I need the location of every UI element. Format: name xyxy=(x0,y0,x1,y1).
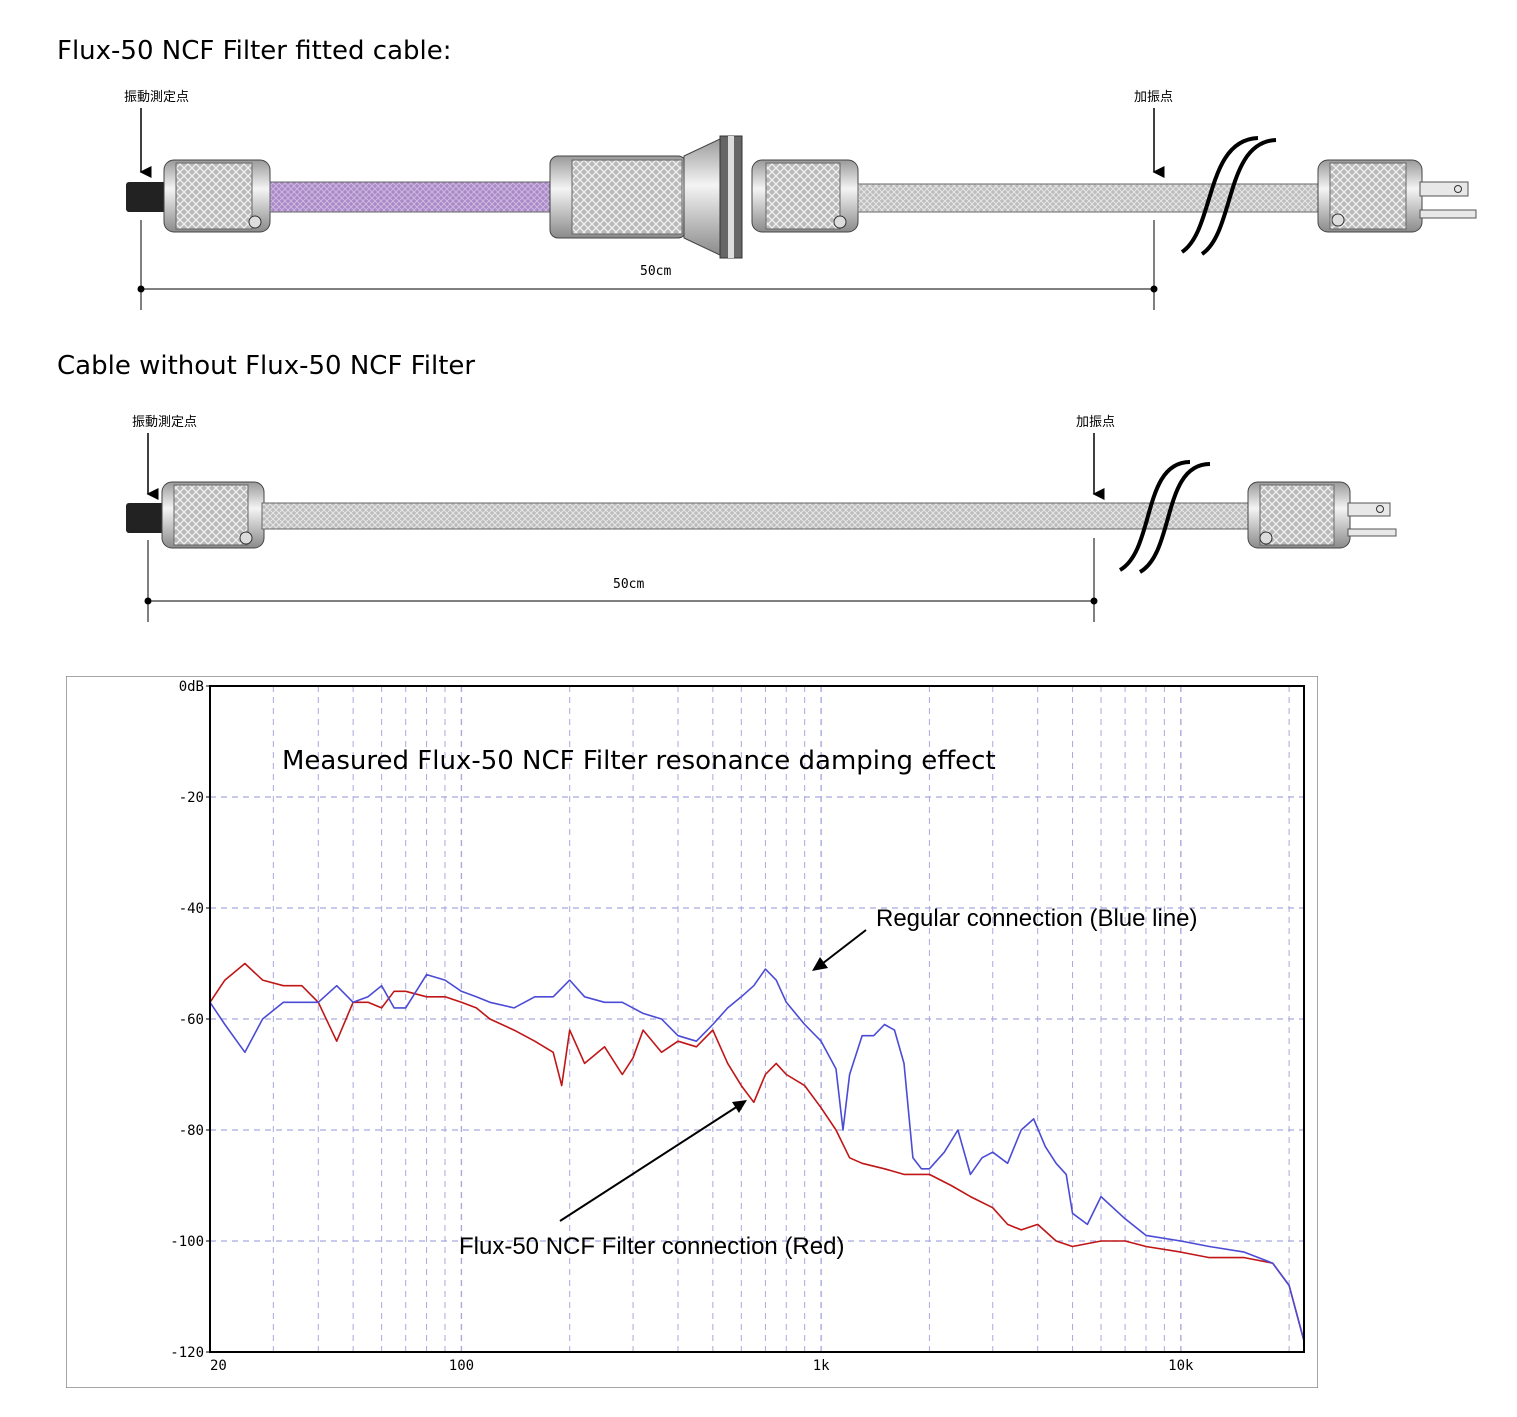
blue-annotation-arrowhead xyxy=(812,957,828,971)
diagram1-length-label: 50cm xyxy=(640,264,672,279)
y-tick-label: -60 xyxy=(179,1012,204,1028)
y-tick-label: -120 xyxy=(170,1345,204,1361)
x-tick-label: 20 xyxy=(210,1358,227,1374)
x-tick-label: 10k xyxy=(1168,1358,1194,1374)
diagram2-title: Cable without Flux-50 NCF Filter xyxy=(57,351,476,381)
diagram1-title: Flux-50 NCF Filter fitted cable: xyxy=(57,36,452,66)
chart-frame xyxy=(66,676,1318,1388)
red-annotation: Flux-50 NCF Filter connection (Red) xyxy=(459,1233,844,1260)
y-tick-label: -20 xyxy=(179,790,204,806)
x-tick-label: 100 xyxy=(449,1358,474,1374)
cable-diagrams xyxy=(126,108,1477,622)
chart-title: Measured Flux-50 NCF Filter resonance da… xyxy=(282,746,996,776)
blue-annotation: Regular connection (Blue line) xyxy=(876,905,1198,932)
y-tick-label: -80 xyxy=(179,1123,204,1139)
diagram1-measure-label: 振動測定点 xyxy=(124,90,190,105)
diagram2-excite-label: 加振点 xyxy=(1076,415,1116,430)
chart-grid xyxy=(210,686,1304,1352)
diagram2-measure-label: 振動測定点 xyxy=(132,415,198,430)
x-tick-label: 1k xyxy=(813,1358,830,1374)
series-line-red xyxy=(209,962,1305,1342)
diagram2-drawing xyxy=(126,433,1397,622)
diagram1-excite-label: 加振点 xyxy=(1134,90,1174,105)
y-tick-label: -40 xyxy=(179,901,204,917)
diagram2-length-label: 50cm xyxy=(613,577,645,592)
y-tick-label: -100 xyxy=(170,1234,204,1250)
blue-annotation-arrow xyxy=(817,929,867,968)
red-annotation-arrow xyxy=(559,1105,739,1222)
chart-ticks: 0dB -20 -40 -60 -80 -100 -120 20 100 1k 10k xyxy=(170,679,1194,1374)
diagram1-drawing xyxy=(126,108,1477,310)
y-tick-label: 0dB xyxy=(179,679,204,695)
frequency-response-chart: 0dB -20 -40 -60 -80 -100 -120 20 100 1k 10k Measur… xyxy=(66,676,1318,1388)
chart-series xyxy=(209,962,1305,1342)
red-annotation-arrowhead xyxy=(732,1100,747,1113)
series-line-blue xyxy=(209,968,1305,1342)
